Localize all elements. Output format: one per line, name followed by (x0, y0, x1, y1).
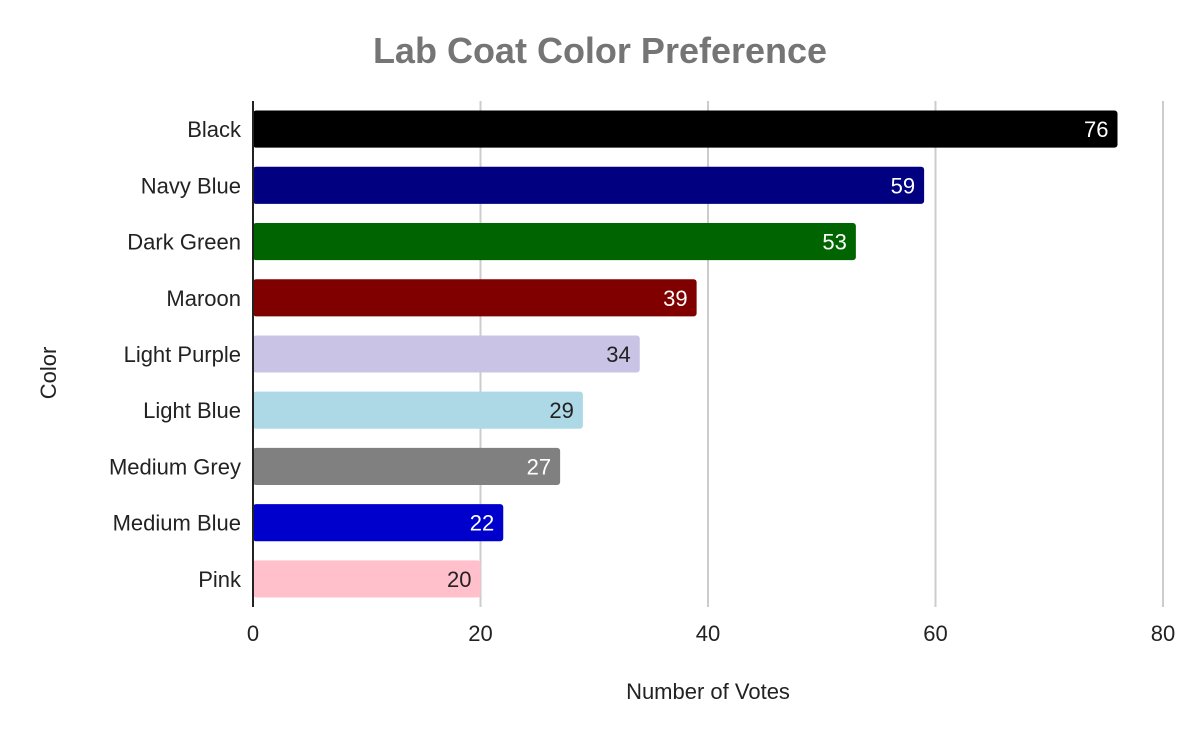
category-label: Medium Grey (109, 454, 241, 479)
category-label: Navy Blue (141, 173, 241, 198)
category-label: Black (187, 117, 242, 142)
category-label: Dark Green (127, 230, 241, 255)
category-label: Medium Blue (113, 511, 241, 536)
data-label: 53 (822, 230, 846, 255)
data-label: 22 (470, 511, 494, 536)
bar (253, 166, 925, 204)
x-tick-label: 40 (696, 621, 720, 646)
category-label: Light Blue (143, 398, 241, 423)
bar (253, 391, 583, 429)
bar (253, 279, 697, 317)
data-label: 29 (549, 398, 573, 423)
bar (253, 504, 504, 542)
y-axis-title: Color (36, 347, 61, 400)
bar (253, 560, 481, 598)
category-label: Maroon (166, 286, 241, 311)
bar (253, 447, 561, 485)
x-tick-label: 20 (468, 621, 492, 646)
data-label: 59 (891, 173, 915, 198)
bar (253, 335, 640, 373)
data-label: 39 (663, 286, 687, 311)
x-axis-title: Number of Votes (626, 679, 790, 704)
data-label: 27 (527, 454, 551, 479)
chart-title: Lab Coat Color Preference (372, 30, 828, 71)
x-tick-label: 60 (923, 621, 947, 646)
category-label: Light Purple (124, 342, 241, 367)
bar (253, 110, 1118, 148)
category-label: Pink (198, 567, 242, 592)
data-label: 20 (447, 567, 471, 592)
x-tick-label: 80 (1151, 621, 1175, 646)
x-tick-label: 0 (247, 621, 259, 646)
data-label: 34 (606, 342, 630, 367)
bar (253, 223, 856, 261)
data-label: 76 (1084, 117, 1108, 142)
